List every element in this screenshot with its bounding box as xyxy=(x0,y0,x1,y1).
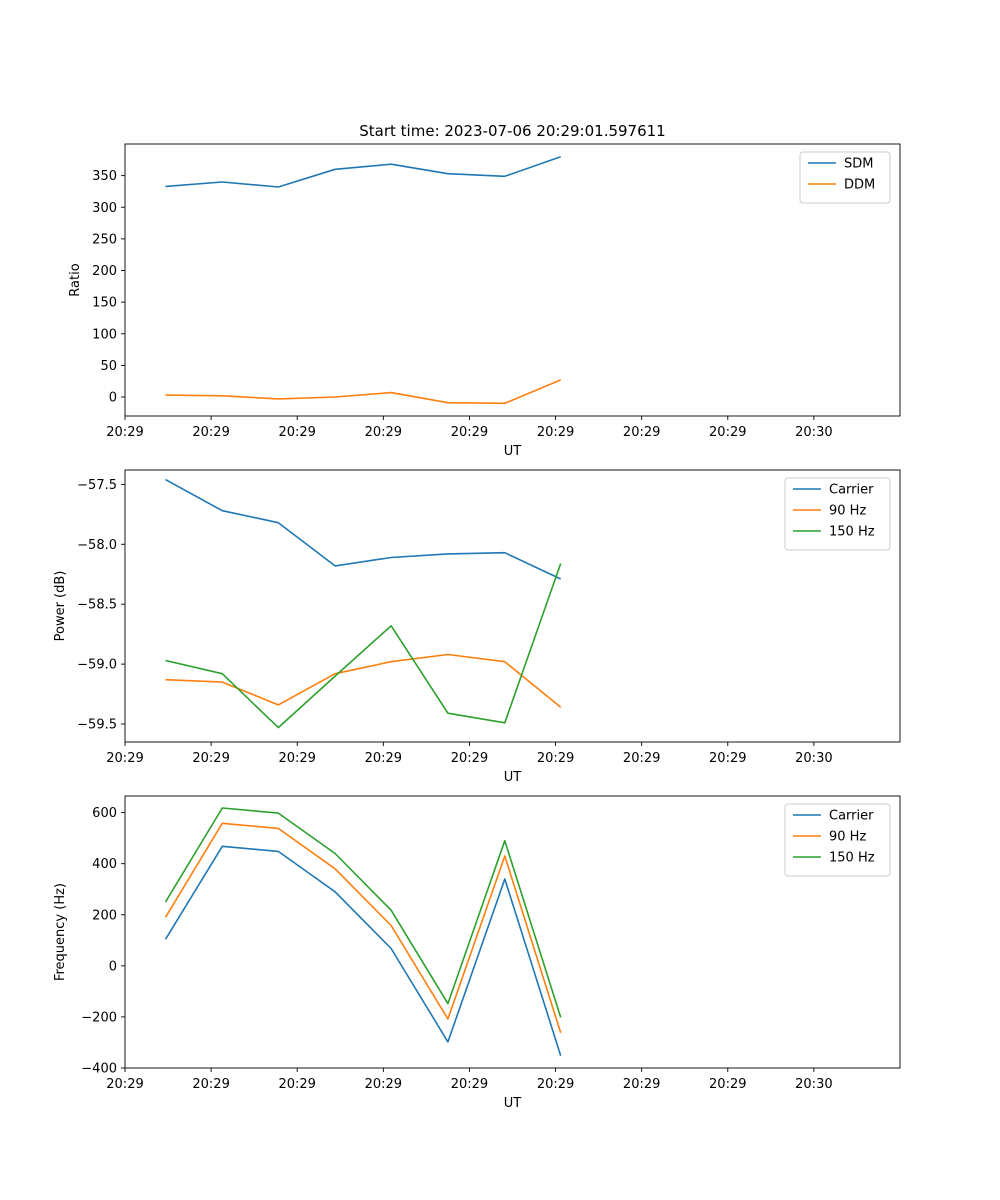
series-line-sdm xyxy=(165,155,561,188)
series-line-90-hz xyxy=(165,653,562,708)
x-axis-label: UT xyxy=(504,444,522,459)
chart-panel-3: 20:29 20:29 20:29 20:29 20:29 20:29 20:29 20:29… xyxy=(53,795,901,1111)
y-axis-label: Power (dB) xyxy=(53,571,68,642)
x-tick-label: 20:29 xyxy=(623,425,660,440)
x-tick-label: 20:29 xyxy=(192,751,229,766)
legend xyxy=(799,151,891,204)
x-tick-label: 20:29 xyxy=(709,751,746,766)
x-tick-label: 20:29 xyxy=(623,751,660,766)
x-tick-label: 20:29 xyxy=(451,751,488,766)
chart-panel-2: 20:29 20:29 20:29 20:29 20:29 20:29 20:29 20:29… xyxy=(53,469,901,785)
series-line-ddm xyxy=(165,379,562,405)
x-tick-label: 20:29 xyxy=(365,751,402,766)
x-tick-label: 20:29 xyxy=(106,751,143,766)
legend-label: 90 Hz xyxy=(829,504,866,519)
chart-panel-1: Start time: 2023-07-06 20:29:01.597611 20… xyxy=(68,122,901,459)
chart-title: Start time: 2023-07-06 20:29:01.597611 xyxy=(359,122,665,140)
y-tick-label: −58.0 xyxy=(77,538,117,553)
y-tick-label: 300 xyxy=(92,201,117,216)
x-tick-label: 20:29 xyxy=(192,1077,229,1092)
x-tick-label: 20:29 xyxy=(537,751,574,766)
y-tick-label: −59.5 xyxy=(77,718,117,733)
legend-label: 150 Hz xyxy=(829,851,875,866)
series-line-90-hz xyxy=(164,822,562,1034)
axes-frame xyxy=(124,469,901,743)
x-tick-label: 20:29 xyxy=(451,1077,488,1092)
y-tick-label: 0 xyxy=(109,391,117,406)
legend xyxy=(784,803,891,877)
y-tick-label: 100 xyxy=(92,327,117,342)
y-axis-label: Ratio xyxy=(68,263,83,296)
y-tick-label: 200 xyxy=(92,264,117,279)
x-tick-label: 20:29 xyxy=(278,751,315,766)
axes-frame xyxy=(124,143,901,417)
x-tick-label: 20:29 xyxy=(106,1077,143,1092)
x-tick-label: 20:29 xyxy=(451,425,488,440)
y-tick-label: −200 xyxy=(81,1010,117,1025)
y-tick-label: 400 xyxy=(92,857,117,872)
y-tick-label: −59.0 xyxy=(77,658,117,673)
series-line-carrier xyxy=(164,845,562,1056)
y-axis-label: Frequency (Hz) xyxy=(53,883,68,981)
axes-frame xyxy=(124,795,901,1069)
x-tick-label: 20:29 xyxy=(537,425,574,440)
x-tick-label: 20:30 xyxy=(795,1077,832,1092)
y-tick-label: 0 xyxy=(109,959,117,974)
series-line-150-hz xyxy=(164,807,562,1018)
x-tick-label: 20:29 xyxy=(537,1077,574,1092)
legend xyxy=(784,477,891,551)
x-tick-label: 20:29 xyxy=(278,1077,315,1092)
y-tick-label: −58.5 xyxy=(77,598,117,613)
x-tick-label: 20:29 xyxy=(192,425,229,440)
x-tick-label: 20:30 xyxy=(795,425,832,440)
y-tick-label: 250 xyxy=(92,232,117,247)
y-tick-label: 50 xyxy=(100,359,117,374)
y-tick-label: 350 xyxy=(92,169,117,184)
legend-label: SDM xyxy=(844,157,873,172)
legend-label: DDM xyxy=(844,178,875,193)
legend-label: 150 Hz xyxy=(829,525,875,540)
y-tick-label: 600 xyxy=(92,806,117,821)
legend-label: Carrier xyxy=(829,483,874,498)
x-axis-label: UT xyxy=(504,770,522,785)
legend-label: 90 Hz xyxy=(829,830,866,845)
y-tick-label: 200 xyxy=(92,908,117,923)
series-line-150-hz xyxy=(165,563,562,729)
x-tick-label: 20:29 xyxy=(709,1077,746,1092)
x-tick-label: 20:29 xyxy=(365,1077,402,1092)
x-axis-label: UT xyxy=(504,1096,522,1111)
y-tick-label: −57.5 xyxy=(77,478,117,493)
x-tick-label: 20:29 xyxy=(278,425,315,440)
y-tick-label: 150 xyxy=(92,296,117,311)
x-tick-label: 20:30 xyxy=(795,751,832,766)
x-tick-label: 20:29 xyxy=(709,425,746,440)
x-tick-label: 20:29 xyxy=(106,425,143,440)
series-line-carrier xyxy=(165,478,562,580)
x-tick-label: 20:29 xyxy=(623,1077,660,1092)
y-tick-label: −400 xyxy=(81,1062,117,1077)
legend-label: Carrier xyxy=(829,809,874,824)
x-tick-label: 20:29 xyxy=(365,425,402,440)
